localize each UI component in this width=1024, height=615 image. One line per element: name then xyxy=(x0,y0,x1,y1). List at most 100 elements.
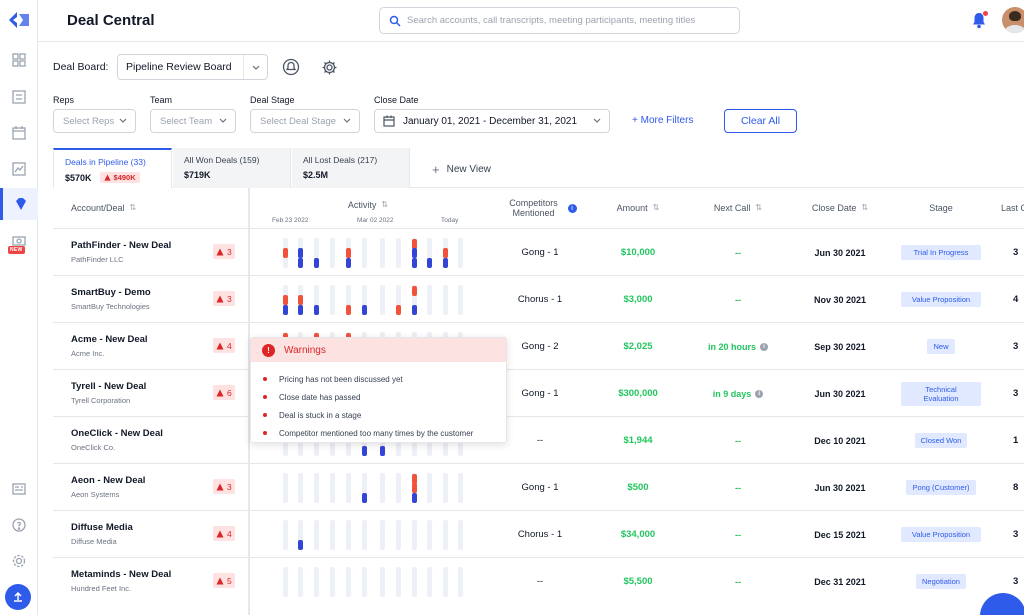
activity-bar[interactable] xyxy=(298,248,303,258)
activity-bar[interactable] xyxy=(283,305,288,315)
col-last[interactable]: Last C xyxy=(1001,188,1024,228)
activity-bar[interactable] xyxy=(346,305,351,315)
activity-bar[interactable] xyxy=(283,248,288,258)
warnings-badge[interactable]: 4 xyxy=(213,338,235,353)
grid-icon[interactable] xyxy=(0,44,38,76)
table-row[interactable]: Acme - New Deal Acme Inc. 4 Gong - 2 $2,025 i… xyxy=(53,322,1024,369)
account-cell[interactable]: Tyrell - New Deal Tyrell Corporation xyxy=(71,381,146,405)
warnings-badge[interactable]: 3 xyxy=(213,291,235,306)
info-icon[interactable]: i xyxy=(760,342,768,351)
table-row[interactable]: Aeon - New Deal Aeon Systems 3 Gong - 1 $500… xyxy=(53,463,1024,510)
activity-bar[interactable] xyxy=(314,305,319,315)
tab-deals-in-pipeline[interactable]: Deals in Pipeline (33) $570K $490K xyxy=(53,148,172,188)
tab-all-won-deals[interactable]: All Won Deals (159) $719K xyxy=(173,148,291,188)
activity-bar[interactable] xyxy=(412,248,417,258)
col-account[interactable]: Account/Deal ⇅ xyxy=(71,188,171,228)
warnings-badge[interactable]: 3 xyxy=(213,244,235,259)
table-row[interactable]: Diffuse Media Diffuse Media 4 Chorus - 1 $34… xyxy=(53,510,1024,557)
chat-button[interactable] xyxy=(980,593,1024,615)
deal-name[interactable]: Aeon - New Deal xyxy=(71,475,146,486)
clear-all-button[interactable]: Clear All xyxy=(724,109,797,133)
book-icon[interactable] xyxy=(0,81,38,113)
alarm-button[interactable] xyxy=(281,57,301,77)
activity-bar[interactable] xyxy=(412,286,417,296)
activity-bar[interactable] xyxy=(396,305,401,315)
warnings-badge[interactable]: 3 xyxy=(213,479,235,494)
avatar[interactable] xyxy=(1002,7,1024,33)
account-cell[interactable]: OneClick - New Deal OneClick Co. xyxy=(71,428,163,452)
new-view-button[interactable]: + New View xyxy=(432,162,491,177)
activity-bar[interactable] xyxy=(412,493,417,503)
col-close-date[interactable]: Close Date ⇅ xyxy=(795,188,885,228)
activity-bar[interactable] xyxy=(298,540,303,550)
col-competitors[interactable]: Competitors Mentioned i xyxy=(490,188,590,228)
activity-bar[interactable] xyxy=(346,248,351,258)
activity-bar[interactable] xyxy=(298,258,303,268)
activity-bar[interactable] xyxy=(412,258,417,268)
notifications-button[interactable] xyxy=(971,11,988,34)
table-row[interactable]: PathFinder - New Deal PathFinder LLC 3 Gong… xyxy=(53,228,1024,275)
help-icon[interactable] xyxy=(0,509,38,541)
table-row[interactable]: SmartBuy - Demo SmartBuy Technologies 3 Cho… xyxy=(53,275,1024,322)
warnings-badge[interactable]: 5 xyxy=(213,573,235,588)
account-cell[interactable]: PathFinder - New Deal PathFinder LLC xyxy=(71,240,171,264)
table-row[interactable]: OneClick - New Deal OneClick Co. -- $1,944 -… xyxy=(53,416,1024,463)
tab-all-lost-deals[interactable]: All Lost Deals (217) $2.5M xyxy=(292,148,410,188)
news-icon[interactable] xyxy=(0,473,38,505)
deal-board-select[interactable]: Pipeline Review Board xyxy=(117,54,268,80)
deal-name[interactable]: Acme - New Deal xyxy=(71,334,148,345)
activity-bar[interactable] xyxy=(283,295,288,305)
activity-bar[interactable] xyxy=(298,295,303,305)
deal-name[interactable]: Metaminds - New Deal xyxy=(71,569,172,580)
col-amount[interactable]: Amount ⇅ xyxy=(593,188,683,228)
activity-bar[interactable] xyxy=(443,248,448,258)
account-cell[interactable]: Metaminds - New Deal Hundred Feet Inc. xyxy=(71,569,171,593)
deal-name[interactable]: Tyrell - New Deal xyxy=(71,381,147,392)
activity-bar[interactable] xyxy=(314,258,319,268)
more-filters-link[interactable]: + More Filters xyxy=(632,115,694,126)
activity-bar[interactable] xyxy=(362,305,367,315)
dollar-icon[interactable] xyxy=(0,225,38,257)
warnings-badge[interactable]: 4 xyxy=(213,526,235,541)
activity-bar[interactable] xyxy=(412,305,417,315)
activity-bar[interactable] xyxy=(298,305,303,315)
close-date-picker[interactable]: January 01, 2021 - December 31, 2021 xyxy=(374,109,610,133)
account-cell[interactable]: Acme - New Deal Acme Inc. xyxy=(71,334,148,358)
upload-button[interactable] xyxy=(5,584,31,610)
activity-bar[interactable] xyxy=(380,446,385,456)
col-stage[interactable]: Stage xyxy=(893,188,989,228)
activity-bar[interactable] xyxy=(412,239,417,249)
col-next-call[interactable]: Next Call ⇅ xyxy=(693,188,783,228)
search-input[interactable] xyxy=(407,15,727,26)
deal-stage-select[interactable]: Select Deal Stage xyxy=(250,109,360,133)
col-activity[interactable]: Activity ⇅ xyxy=(328,188,408,225)
warnings-badge[interactable]: 6 xyxy=(213,385,235,400)
account-cell[interactable]: Diffuse Media Diffuse Media xyxy=(71,522,133,546)
app-logo-icon[interactable] xyxy=(7,10,31,30)
board-settings-button[interactable] xyxy=(319,57,339,77)
activity-bar[interactable] xyxy=(362,446,367,456)
deal-name[interactable]: OneClick - New Deal xyxy=(71,428,163,439)
search-box[interactable] xyxy=(379,7,740,34)
deals-icon[interactable] xyxy=(0,188,38,220)
activity-bar[interactable] xyxy=(412,483,417,493)
account-cell[interactable]: SmartBuy - Demo SmartBuy Technologies xyxy=(71,287,151,311)
deal-name[interactable]: PathFinder - New Deal xyxy=(71,240,172,251)
activity-bar[interactable] xyxy=(346,258,351,268)
deal-name[interactable]: Diffuse Media xyxy=(71,522,133,533)
activity-bar[interactable] xyxy=(443,258,448,268)
report-icon[interactable] xyxy=(0,153,38,185)
activity-bar[interactable] xyxy=(412,474,417,484)
account-cell[interactable]: Aeon - New Deal Aeon Systems xyxy=(71,475,145,499)
deal-name[interactable]: SmartBuy - Demo xyxy=(71,287,151,298)
reps-select[interactable]: Select Reps xyxy=(53,109,136,133)
info-icon[interactable]: i xyxy=(755,389,764,398)
settings-icon[interactable] xyxy=(0,545,38,577)
table-row[interactable]: Tyrell - New Deal Tyrell Corporation 6 Gong… xyxy=(53,369,1024,416)
team-select[interactable]: Select Team xyxy=(150,109,236,133)
table-row[interactable]: Metaminds - New Deal Hundred Feet Inc. 5 --… xyxy=(53,557,1024,604)
close-date-cell: Sep 30 2021 xyxy=(814,341,866,352)
activity-bar[interactable] xyxy=(427,258,432,268)
calendar-icon[interactable] xyxy=(0,117,38,149)
activity-bar[interactable] xyxy=(362,493,367,503)
